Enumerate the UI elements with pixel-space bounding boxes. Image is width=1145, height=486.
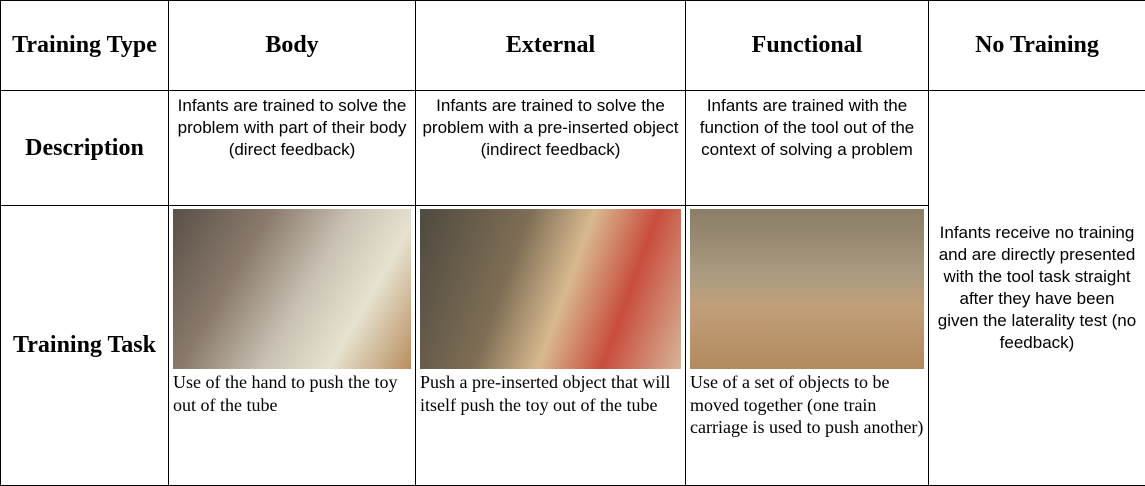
task-cell: Use of the hand to push the toy out of t… xyxy=(168,205,416,486)
photo xyxy=(690,209,924,369)
photo xyxy=(420,209,681,369)
description: Infants are trained to solve the problem… xyxy=(415,90,686,206)
caption: Use of the hand to push the toy out of t… xyxy=(173,372,398,415)
header-cell: Body xyxy=(168,0,416,91)
header-row: Training Type Body External Functional N… xyxy=(0,0,1145,91)
caption: Push a pre-inserted object that will its… xyxy=(420,372,671,415)
description: Infants receive no training and are dire… xyxy=(928,90,1145,486)
description-row: Description Infants are trained to solve… xyxy=(0,90,1145,486)
header-cell: No Training xyxy=(928,0,1145,91)
header-cell: External xyxy=(415,0,686,91)
header-cell: Functional xyxy=(685,0,929,91)
photo xyxy=(173,209,411,369)
task-row: Training Task Use of the hand to push th… xyxy=(0,205,1145,486)
task-cell: Push a pre-inserted object that will its… xyxy=(415,205,686,486)
header-cell: Training Type xyxy=(0,0,169,91)
description: Infants are trained with the function of… xyxy=(685,90,929,206)
row-label: Training Task xyxy=(0,205,169,486)
description: Infants are trained to solve the problem… xyxy=(168,90,416,206)
caption: Use of a set of objects to be moved toge… xyxy=(690,372,924,437)
task-cell: Use of a set of objects to be moved toge… xyxy=(685,205,929,486)
row-label: Description xyxy=(0,90,169,206)
